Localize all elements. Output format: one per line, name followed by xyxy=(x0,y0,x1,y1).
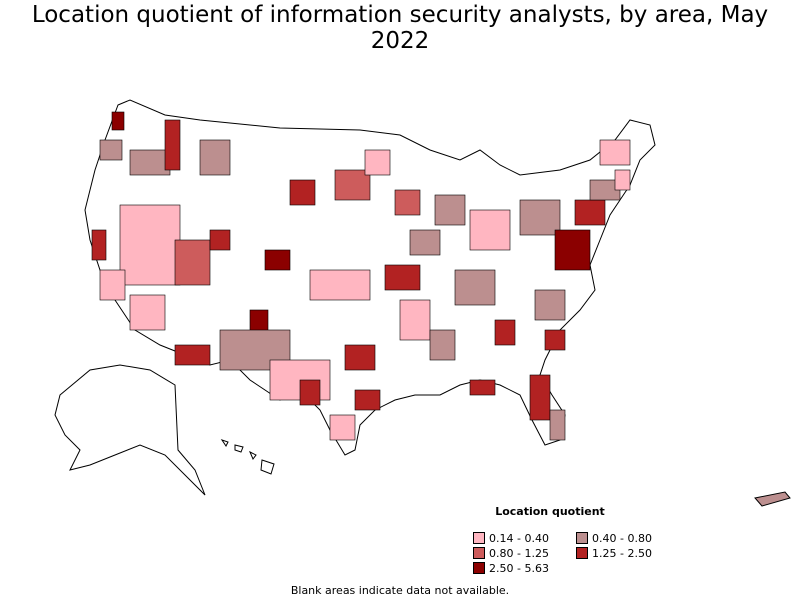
map-title: Location quotient of information securit… xyxy=(31,2,769,54)
map-area xyxy=(209,229,231,251)
legend-swatch xyxy=(576,532,588,544)
legend-label: 0.40 - 0.80 xyxy=(592,532,652,545)
map-area xyxy=(334,169,371,201)
map-area xyxy=(309,269,371,301)
map-area xyxy=(174,239,211,286)
legend-item-0.40-0.80: 0.40 - 0.80 xyxy=(576,532,652,545)
map-area xyxy=(264,249,291,271)
map-area xyxy=(91,229,107,261)
map-area xyxy=(329,414,356,441)
map-area xyxy=(434,194,466,226)
map-area xyxy=(129,149,171,176)
map-area xyxy=(429,329,456,361)
legend-label: 0.14 - 0.40 xyxy=(489,532,549,545)
map-area xyxy=(549,409,566,441)
map-area xyxy=(119,204,181,286)
alaska-outline xyxy=(54,364,206,496)
legend-label: 0.80 - 1.25 xyxy=(489,547,549,560)
footnote: Blank areas indicate data not available. xyxy=(290,584,510,597)
map-area xyxy=(554,229,591,271)
map-area xyxy=(111,111,125,131)
map-area xyxy=(299,379,321,406)
map-area xyxy=(544,329,566,351)
map-area xyxy=(409,229,441,256)
legend-title: Location quotient xyxy=(495,505,605,518)
map-area xyxy=(384,264,421,291)
map-area xyxy=(354,389,381,411)
map-area xyxy=(394,189,421,216)
map-area xyxy=(164,119,181,171)
map-area xyxy=(574,199,606,226)
map-area xyxy=(614,169,631,191)
map-area xyxy=(529,374,551,421)
legend-item-0.80-1.25: 0.80 - 1.25 xyxy=(473,547,549,560)
map-area xyxy=(469,379,496,396)
legend-swatch xyxy=(473,562,485,574)
legend-swatch xyxy=(473,532,485,544)
legend-swatch xyxy=(473,547,485,559)
legend-label: 1.25 - 2.50 xyxy=(592,547,652,560)
map-area xyxy=(289,179,316,206)
map-area xyxy=(174,344,211,366)
map-area xyxy=(494,319,516,346)
legend-swatch xyxy=(576,547,588,559)
map-area xyxy=(399,299,431,341)
map-area xyxy=(344,344,376,371)
map-area xyxy=(99,269,126,301)
map-area xyxy=(534,289,566,321)
hawaii-islands xyxy=(220,439,275,475)
map-area xyxy=(99,139,123,161)
map-area xyxy=(454,269,496,306)
map-area xyxy=(519,199,561,236)
shaded-areas xyxy=(91,111,631,441)
legend-item-1.25-2.50: 1.25 - 2.50 xyxy=(576,547,652,560)
legend-item-0.14-0.40: 0.14 - 0.40 xyxy=(473,532,549,545)
map-area xyxy=(199,139,231,176)
legend-label: 2.50 - 5.63 xyxy=(489,562,549,575)
legend-item-2.50-5.63: 2.50 - 5.63 xyxy=(473,562,549,575)
map-area xyxy=(364,149,391,176)
map-area xyxy=(599,139,631,166)
map-area xyxy=(129,294,166,331)
puerto-rico-outline xyxy=(754,491,791,507)
map-area xyxy=(469,209,511,251)
